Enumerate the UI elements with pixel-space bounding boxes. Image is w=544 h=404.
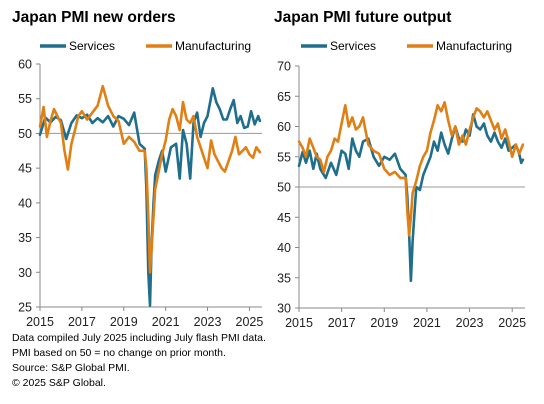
new-orders-x-tick-label: 2023 (194, 315, 222, 329)
chart-footnote: Data compiled July 2025 including July f… (12, 331, 266, 391)
future-output-chart: Services Manufacturing 30 35 40 45 50 55 60 65 70 2… (277, 39, 526, 330)
future-output-y-tick-label: 30 (277, 302, 291, 316)
new-orders-legend-label-manufacturing: Manufacturing (175, 39, 251, 53)
future-output-series-line-manufacturing (297, 101, 525, 237)
new-orders-x-tick-label: 2025 (236, 315, 264, 329)
new-orders-y-tick-label: 50 (18, 127, 32, 141)
new-orders-x-tick-label: 2017 (68, 315, 96, 329)
future-output-y-tick-label: 45 (277, 211, 291, 225)
new-orders-y-tick-label: 45 (18, 162, 32, 176)
future-output-y-tick-label: 35 (277, 271, 291, 285)
new-orders-series-line-services (38, 87, 262, 307)
new-orders-series-line-manufacturing (38, 84, 262, 274)
future-output-y-tick-label: 65 (277, 90, 291, 104)
footnote-source: Source: S&P Global PMI. (12, 362, 130, 374)
new-orders-x-tick-label: 2015 (26, 315, 54, 329)
new-orders-chart: Services Manufacturing 25 30 35 40 45 50 55 60 201… (18, 39, 264, 329)
future-output-y-tick-label: 55 (277, 150, 291, 164)
left-chart-title: Japan PMI new orders (12, 9, 176, 26)
future-output-legend-label-services: Services (330, 39, 376, 53)
right-chart-title: Japan PMI future output (274, 9, 452, 26)
new-orders-y-tick-label: 35 (18, 231, 32, 245)
future-output-x-tick-label: 2015 (285, 316, 313, 330)
future-output-x-tick-label: 2025 (498, 316, 526, 330)
new-orders-legend-label-services: Services (69, 39, 115, 53)
future-output-legend-label-manufacturing: Manufacturing (436, 39, 512, 53)
new-orders-x-tick-label: 2021 (152, 315, 180, 329)
new-orders-y-tick-label: 30 (18, 266, 32, 280)
future-output-y-tick-label: 40 (277, 241, 291, 255)
footnote-pmi-basis: PMI based on 50 = no change on prior mon… (12, 347, 226, 359)
new-orders-x-tick-label: 2019 (110, 315, 138, 329)
new-orders-y-tick-label: 40 (18, 196, 32, 210)
new-orders-y-tick-label: 25 (18, 301, 32, 315)
footnote-compiled: Data compiled July 2025 including July f… (12, 332, 266, 344)
future-output-y-tick-label: 60 (277, 120, 291, 134)
new-orders-y-tick-label: 55 (18, 92, 32, 106)
future-output-y-tick-label: 50 (277, 181, 291, 195)
future-output-x-tick-label: 2017 (328, 316, 356, 330)
future-output-x-tick-label: 2021 (413, 316, 441, 330)
footnote-copyright: © 2025 S&P Global. (12, 377, 106, 389)
future-output-x-tick-label: 2023 (456, 316, 484, 330)
future-output-y-tick-label: 70 (277, 60, 291, 74)
future-output-series-line-services (297, 113, 525, 283)
new-orders-y-tick-label: 60 (18, 58, 32, 72)
future-output-x-tick-label: 2019 (370, 316, 398, 330)
